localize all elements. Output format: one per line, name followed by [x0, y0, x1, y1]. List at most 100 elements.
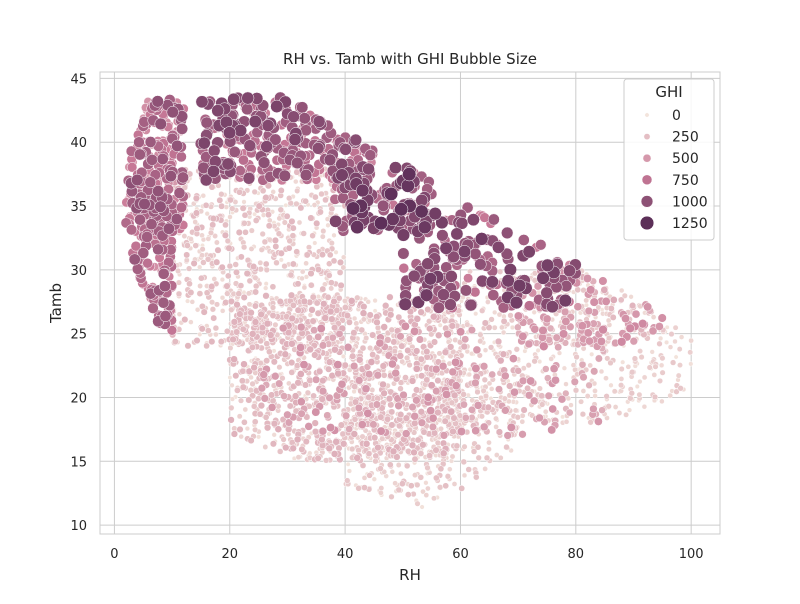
scatter-point — [495, 428, 504, 436]
scatter-point — [411, 419, 419, 427]
scatter-point — [326, 307, 335, 316]
scatter-point — [473, 401, 483, 410]
scatter-point — [625, 363, 632, 370]
scatter-point — [559, 329, 569, 339]
scatter-point — [187, 289, 195, 296]
x-tick-label: 80 — [568, 547, 585, 562]
scatter-point — [315, 367, 324, 376]
scatter-point — [146, 154, 158, 166]
scatter-point — [330, 297, 338, 306]
scatter-point — [474, 443, 482, 451]
scatter-point — [285, 425, 293, 433]
scatter-point — [547, 425, 557, 435]
scatter-point — [314, 332, 323, 341]
scatter-point — [423, 348, 431, 356]
scatter-point — [496, 268, 504, 275]
scatter-point — [359, 309, 368, 317]
scatter-point — [211, 104, 225, 118]
scatter-point — [277, 206, 285, 214]
scatter-point — [544, 391, 553, 400]
scatter-point — [222, 221, 229, 229]
scatter-point — [225, 244, 233, 252]
scatter-point — [335, 168, 349, 182]
scatter-point — [514, 367, 522, 375]
scatter-point — [239, 204, 247, 212]
scatter-point — [301, 381, 310, 389]
scatter-point — [485, 299, 491, 305]
scatter-point — [263, 285, 269, 291]
scatter-point — [518, 376, 528, 385]
scatter-point — [407, 269, 421, 283]
scatter-point — [345, 461, 351, 467]
scatter-point — [412, 396, 421, 405]
scatter-point — [587, 419, 594, 426]
scatter-point — [525, 362, 532, 369]
scatter-point — [492, 309, 498, 316]
scatter-point — [485, 446, 492, 453]
scatter-point — [240, 293, 248, 301]
scatter-point — [351, 415, 359, 423]
scatter-point — [328, 205, 336, 213]
scatter-point — [479, 422, 489, 432]
scatter-point — [482, 466, 488, 472]
scatter-point — [638, 354, 645, 361]
scatter-point — [325, 272, 333, 279]
scatter-point — [444, 473, 452, 480]
scatter-point — [464, 298, 478, 312]
scatter-point — [300, 230, 307, 237]
scatter-point — [238, 377, 246, 385]
scatter-point — [294, 379, 302, 387]
scatter-point — [401, 429, 411, 438]
scatter-point — [233, 268, 240, 276]
scatter-point — [330, 257, 338, 265]
scatter-point — [154, 200, 167, 213]
scatter-point — [346, 201, 361, 216]
scatter-point — [513, 311, 523, 321]
scatter-point — [207, 144, 221, 158]
scatter-point — [278, 169, 291, 182]
x-tick-label: 20 — [221, 547, 238, 562]
scatter-point — [404, 346, 412, 355]
scatter-point — [617, 296, 625, 304]
scatter-point — [410, 448, 418, 457]
y-tick-label: 45 — [70, 72, 87, 87]
scatter-point — [657, 335, 664, 342]
scatter-point — [442, 390, 451, 399]
scatter-point — [287, 291, 296, 299]
scatter-point — [245, 290, 252, 297]
scatter-point — [138, 197, 151, 211]
scatter-point — [303, 260, 309, 267]
scatter-point — [308, 306, 316, 314]
scatter-point — [379, 362, 387, 370]
scatter-point — [250, 363, 258, 372]
scatter-point — [592, 393, 598, 399]
scatter-point — [318, 395, 326, 403]
scatter-point — [210, 314, 218, 322]
scatter-point — [374, 443, 382, 452]
scatter-point — [200, 308, 208, 316]
scatter-point — [278, 323, 288, 333]
scatter-point — [464, 321, 471, 328]
scatter-point — [270, 99, 284, 113]
scatter-point — [271, 372, 280, 381]
scatter-point — [349, 133, 363, 147]
scatter-point — [451, 357, 461, 367]
scatter-point — [277, 249, 285, 257]
scatter-point — [461, 413, 470, 422]
scatter-point — [496, 356, 505, 365]
scatter-point — [488, 386, 495, 392]
scatter-point — [269, 440, 277, 448]
scatter-point — [434, 377, 442, 385]
scatter-point — [549, 364, 559, 374]
scatter-point — [470, 448, 478, 455]
scatter-point — [430, 338, 439, 346]
scatter-point — [380, 323, 388, 331]
scatter-point — [353, 320, 360, 327]
scatter-point — [389, 447, 398, 456]
scatter-point — [507, 312, 514, 319]
scatter-point — [501, 406, 510, 415]
scatter-point — [372, 308, 378, 314]
scatter-point — [417, 408, 425, 416]
scatter-point — [542, 408, 549, 415]
scatter-point — [554, 343, 563, 352]
